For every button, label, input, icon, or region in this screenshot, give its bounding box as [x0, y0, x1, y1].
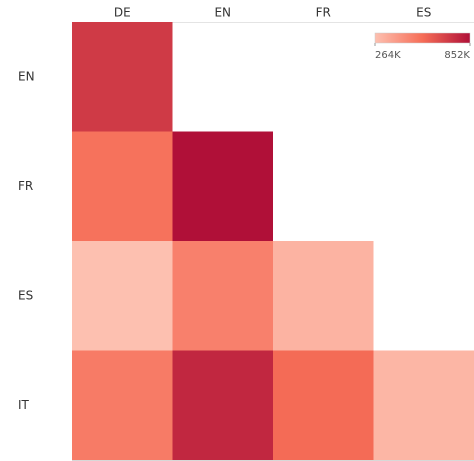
row-label: IT	[18, 398, 30, 412]
heat-cell	[72, 131, 173, 241]
row-label: FR	[18, 179, 33, 193]
row-label: EN	[18, 69, 35, 83]
legend-tick-label: 852K	[444, 50, 470, 61]
legend-gradient	[374, 32, 471, 44]
row-label: ES	[18, 288, 33, 302]
heat-cell	[72, 241, 173, 351]
heat-cell	[172, 241, 273, 351]
heat-cell	[172, 131, 273, 241]
heat-cell	[273, 241, 374, 351]
legend-tick-label: 264K	[375, 50, 401, 61]
column-label: FR	[316, 6, 331, 20]
heat-cell	[172, 350, 273, 460]
column-label: DE	[114, 6, 131, 20]
heat-cell	[373, 350, 474, 460]
heat-cell	[72, 350, 173, 460]
heat-cell	[273, 350, 374, 460]
heat-cell	[72, 22, 173, 132]
column-label: ES	[416, 6, 431, 20]
column-label: EN	[214, 6, 231, 20]
